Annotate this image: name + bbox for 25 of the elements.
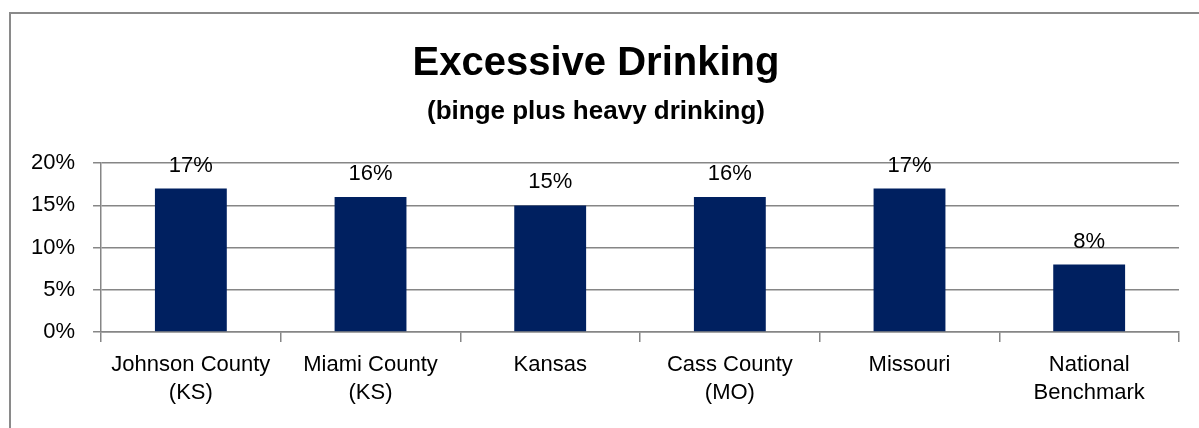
bar — [693, 196, 766, 332]
bar — [873, 188, 946, 332]
x-tick-label: Cass County (MO) — [666, 351, 793, 405]
y-tick-label: 5% — [43, 275, 76, 301]
y-tick-label: 0% — [43, 318, 76, 344]
bar — [1053, 264, 1126, 332]
chart-title: Excessive Drinking — [412, 39, 780, 84]
chart-subtitle: (binge plus heavy drinking) — [426, 94, 766, 125]
y-tick-label: 10% — [30, 233, 76, 259]
x-tick-label: Johnson County (KS) — [111, 351, 271, 405]
data-label: 16% — [707, 159, 752, 185]
data-label: 17% — [887, 151, 932, 177]
data-label: 16% — [348, 159, 393, 185]
x-tick-label: Kansas — [513, 351, 587, 377]
data-label: 17% — [168, 151, 213, 177]
y-tick-label: 20% — [30, 149, 76, 175]
x-tick-label: National Benchmark — [1033, 351, 1146, 405]
y-tick-label: 15% — [30, 191, 76, 217]
data-label: 15% — [528, 168, 573, 194]
bar — [514, 205, 587, 332]
bar — [334, 196, 407, 332]
x-tick-label: Missouri — [868, 351, 951, 377]
bar — [154, 188, 227, 332]
x-tick-label: Miami County (KS) — [303, 351, 438, 405]
data-label: 8% — [1073, 227, 1106, 253]
